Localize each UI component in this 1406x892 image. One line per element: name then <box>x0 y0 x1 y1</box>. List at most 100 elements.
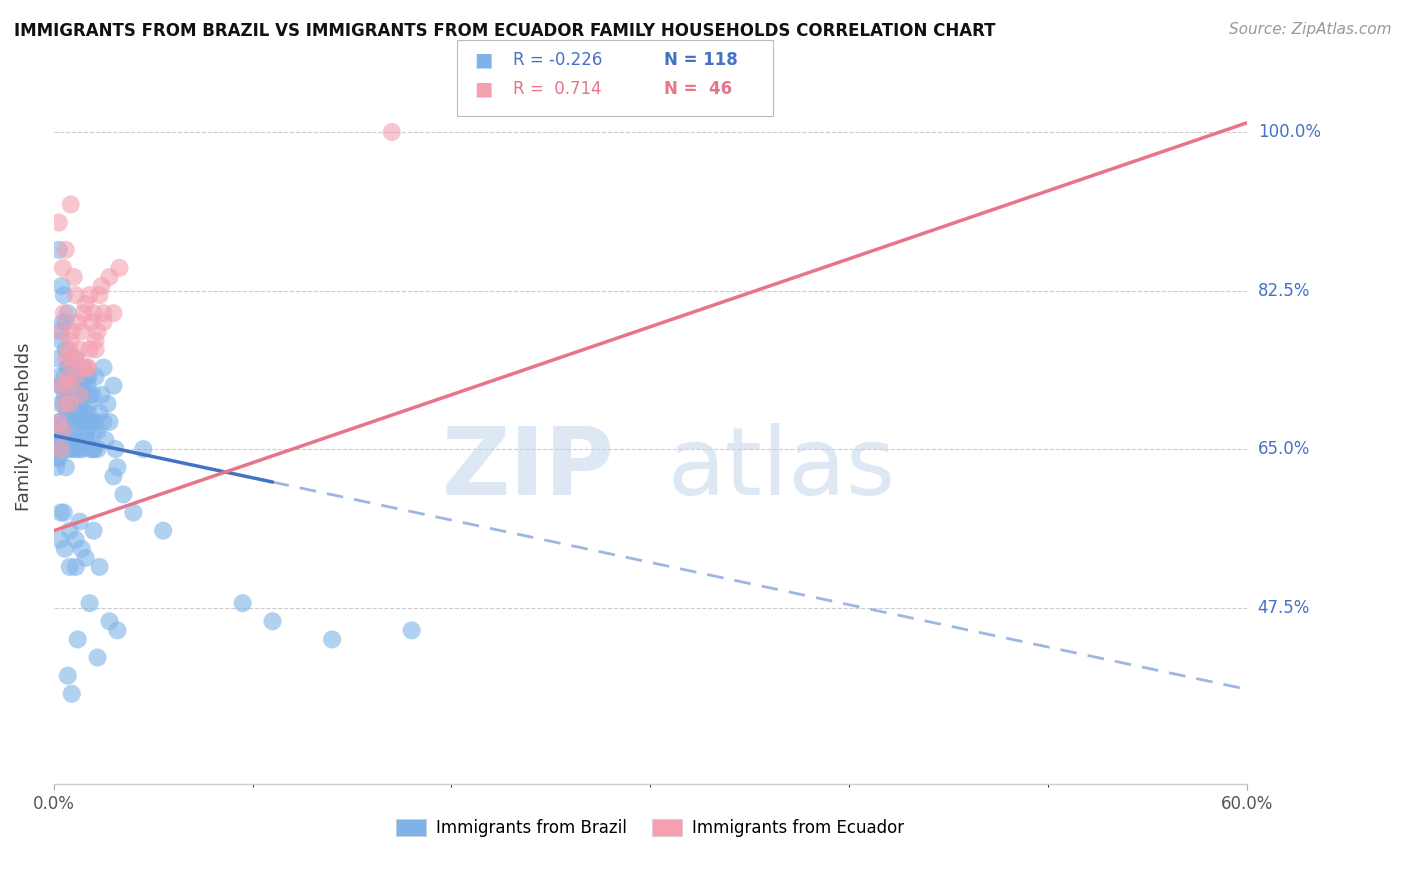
Point <box>90 388 112 402</box>
Point <box>84 334 107 348</box>
Point <box>70 415 93 429</box>
Point <box>89 288 111 302</box>
Point <box>108 260 131 275</box>
Point <box>55 351 77 366</box>
Text: ■: ■ <box>474 79 492 99</box>
Point <box>401 624 423 638</box>
Point <box>52 288 75 302</box>
Point <box>63 424 86 438</box>
Point <box>79 442 101 456</box>
Point <box>75 433 97 447</box>
Point <box>79 343 101 357</box>
Point <box>60 369 83 384</box>
Text: ■: ■ <box>474 50 492 70</box>
Point <box>49 378 72 392</box>
Point <box>86 442 108 456</box>
Point <box>96 397 118 411</box>
Point <box>46 424 69 438</box>
Point <box>49 506 72 520</box>
Point <box>76 360 98 375</box>
Point <box>98 415 121 429</box>
Point <box>48 216 70 230</box>
Point <box>46 351 69 366</box>
Point <box>51 378 73 392</box>
Point <box>70 324 93 338</box>
Point <box>80 415 103 429</box>
Point <box>122 506 145 520</box>
Text: 82.5%: 82.5% <box>1258 282 1310 300</box>
Point <box>55 315 77 329</box>
Point <box>107 460 129 475</box>
Point <box>72 388 94 402</box>
Point <box>48 369 70 384</box>
Point <box>49 324 72 338</box>
Point <box>75 297 97 311</box>
Point <box>80 415 103 429</box>
Point <box>69 406 91 420</box>
Point <box>79 397 101 411</box>
Point <box>83 524 105 538</box>
Point <box>60 388 83 402</box>
Text: R = -0.226: R = -0.226 <box>513 51 603 69</box>
Point <box>65 288 87 302</box>
Point <box>79 388 101 402</box>
Point <box>59 560 82 574</box>
Point <box>45 442 67 456</box>
Point <box>53 397 76 411</box>
Point <box>62 406 84 420</box>
Point <box>60 687 83 701</box>
Point <box>55 406 77 420</box>
Point <box>49 334 72 348</box>
Point <box>49 415 72 429</box>
Point <box>60 351 83 366</box>
Point <box>56 378 79 392</box>
Point <box>98 615 121 629</box>
Point <box>83 306 105 320</box>
Point <box>232 596 254 610</box>
Text: atlas: atlas <box>668 424 896 516</box>
Point <box>67 442 90 456</box>
Point <box>70 360 93 375</box>
Point <box>59 334 82 348</box>
Text: Source: ZipAtlas.com: Source: ZipAtlas.com <box>1229 22 1392 37</box>
Point <box>321 632 343 647</box>
Point <box>107 624 129 638</box>
Point <box>59 397 82 411</box>
Point <box>53 369 76 384</box>
Point <box>63 360 86 375</box>
Point <box>93 415 115 429</box>
Point <box>90 279 112 293</box>
Point <box>89 406 111 420</box>
Point <box>76 424 98 438</box>
Point <box>53 541 76 556</box>
Point <box>72 378 94 392</box>
Point <box>52 424 75 438</box>
Point <box>86 424 108 438</box>
Point <box>48 415 70 429</box>
Point <box>59 388 82 402</box>
Point <box>60 324 83 338</box>
Point <box>56 360 79 375</box>
Point <box>52 506 75 520</box>
Point <box>83 442 105 456</box>
Point <box>58 343 80 357</box>
Point <box>65 351 87 366</box>
Point <box>69 515 91 529</box>
Point <box>66 442 89 456</box>
Point <box>262 615 284 629</box>
Point <box>62 442 84 456</box>
Point <box>79 596 101 610</box>
Point <box>83 442 105 456</box>
Point <box>76 360 98 375</box>
Point <box>55 442 77 456</box>
Point <box>53 388 76 402</box>
Point <box>69 388 91 402</box>
Point <box>84 343 107 357</box>
Text: 65.0%: 65.0% <box>1258 440 1310 458</box>
Point <box>80 315 103 329</box>
Point <box>132 442 155 456</box>
Point <box>103 306 125 320</box>
Point <box>73 406 96 420</box>
Point <box>73 415 96 429</box>
Point <box>52 315 75 329</box>
